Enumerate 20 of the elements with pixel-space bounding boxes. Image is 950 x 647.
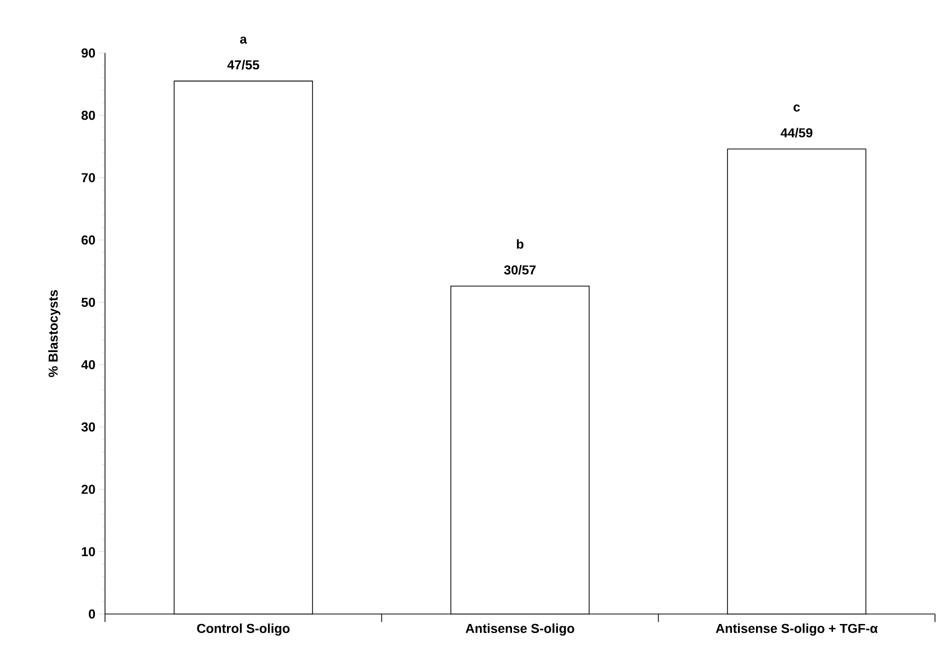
annotation: 44/59 [780, 128, 812, 138]
y-tick-label: 60 [82, 235, 95, 245]
y-tick-label: 80 [82, 110, 95, 120]
y-axis-title: % Blastocysts [48, 290, 60, 378]
y-tick-label: 0 [88, 609, 95, 619]
y-tick-label: 90 [82, 48, 95, 58]
annotation: c [794, 104, 800, 112]
annotation: 47/55 [227, 60, 260, 70]
annotation: b [516, 239, 524, 249]
annotation: 30/57 [504, 264, 536, 275]
y-tick-label: 10 [82, 547, 95, 556]
y-tick-label: 70 [82, 173, 95, 182]
y-tick-label: 50 [82, 298, 95, 307]
y-tick-label: 30 [81, 422, 95, 432]
x-tick-label: Control S-oligo [197, 623, 290, 636]
annotation: a [240, 36, 248, 44]
y-tick-label: 40 [81, 360, 95, 370]
x-tick-label: Antisense S-oligo + TGF-α [716, 623, 878, 636]
y-tick-label: 20 [82, 484, 95, 494]
x-tick-label: Antisense S-oligo [466, 623, 574, 636]
